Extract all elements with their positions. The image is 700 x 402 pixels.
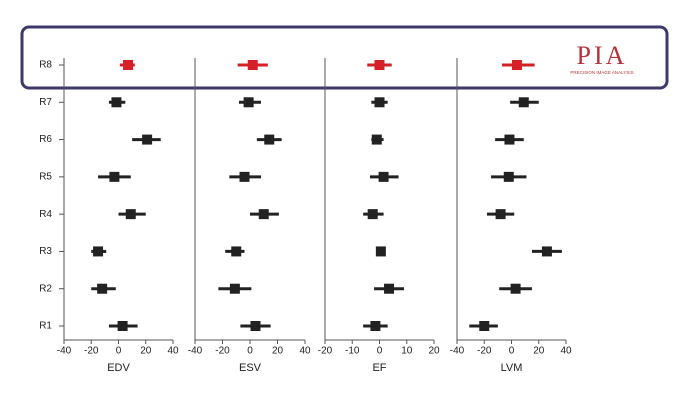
point-marker xyxy=(109,171,120,182)
point-marker xyxy=(518,97,529,108)
x-axis-label: EF xyxy=(372,362,386,374)
point-marker xyxy=(250,321,261,331)
x-tick-label: -20 xyxy=(477,346,492,357)
y-tick-label: R8 xyxy=(39,60,52,71)
point-marker xyxy=(541,246,552,257)
x-tick-label: -40 xyxy=(188,346,203,357)
point-marker xyxy=(374,60,385,70)
x-axis-label: ESV xyxy=(239,362,262,374)
x-tick-label: 20 xyxy=(272,346,284,357)
x-tick-label: -20 xyxy=(84,346,99,357)
x-tick-label: 20 xyxy=(428,346,440,357)
point-marker xyxy=(231,246,242,257)
y-tick-label: R1 xyxy=(39,321,52,332)
point-marker xyxy=(495,209,506,220)
x-tick-label: 0 xyxy=(509,346,515,357)
point-marker xyxy=(367,209,378,220)
point-marker xyxy=(375,246,386,257)
x-tick-label: -10 xyxy=(345,346,360,357)
logo-tagline: PRECISION IMAGE ANALYSIS xyxy=(570,70,633,75)
highlight-box xyxy=(20,25,669,90)
x-tick-label: 0 xyxy=(247,346,253,357)
x-tick-label: 0 xyxy=(116,346,122,357)
point-marker xyxy=(123,60,134,70)
y-tick-label: R7 xyxy=(39,97,52,108)
point-marker xyxy=(229,283,240,294)
x-axis-label: LVM xyxy=(501,362,523,374)
x-tick-label: 0 xyxy=(377,346,383,357)
y-tick-label: R2 xyxy=(39,283,52,294)
point-marker xyxy=(510,283,521,294)
point-marker xyxy=(264,134,275,145)
point-marker xyxy=(258,209,269,220)
x-tick-label: -20 xyxy=(318,346,333,357)
point-marker xyxy=(247,60,258,70)
x-tick-label: -20 xyxy=(215,346,230,357)
point-marker xyxy=(479,321,490,331)
x-tick-label: 10 xyxy=(401,346,413,357)
x-tick-label: -40 xyxy=(57,346,72,357)
y-tick-label: R3 xyxy=(39,246,52,257)
point-marker xyxy=(111,97,122,108)
x-tick-label: 20 xyxy=(140,346,152,357)
point-marker xyxy=(243,97,254,108)
point-marker xyxy=(374,97,385,108)
point-marker xyxy=(511,60,522,70)
point-marker xyxy=(142,134,153,145)
point-marker xyxy=(371,134,382,145)
point-marker xyxy=(93,246,104,257)
y-tick-label: R6 xyxy=(39,134,52,145)
point-marker xyxy=(239,171,250,182)
point-marker xyxy=(504,134,515,145)
y-tick-label: R5 xyxy=(39,171,52,182)
x-tick-label: 40 xyxy=(167,346,179,357)
x-tick-label: 40 xyxy=(560,346,572,357)
point-marker xyxy=(97,283,108,294)
point-marker xyxy=(117,321,128,331)
point-marker xyxy=(378,171,389,182)
x-tick-label: 40 xyxy=(299,346,311,357)
logo-mark: PIA xyxy=(577,41,628,70)
point-marker xyxy=(384,283,395,294)
y-tick-label: R4 xyxy=(39,209,52,220)
x-tick-label: 20 xyxy=(533,346,545,357)
point-marker xyxy=(370,321,381,331)
point-marker xyxy=(125,209,136,220)
point-marker xyxy=(503,171,514,182)
x-tick-label: -40 xyxy=(450,346,465,357)
x-axis-label: EDV xyxy=(107,362,130,374)
